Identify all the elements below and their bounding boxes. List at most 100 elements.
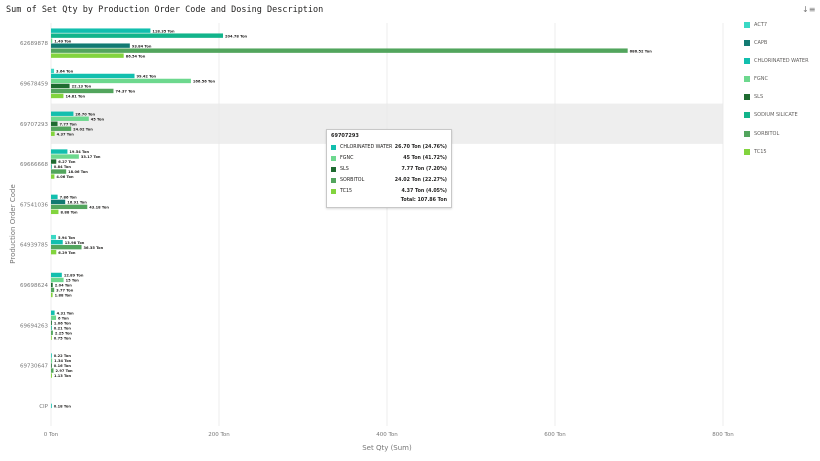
bar — [51, 93, 64, 99]
legend-swatch — [744, 39, 750, 46]
bar — [51, 199, 66, 205]
legend-item[interactable]: ACT7 — [744, 20, 809, 29]
data-label: 118.35 Ton — [152, 29, 175, 33]
legend-swatch — [744, 21, 750, 28]
legend-item[interactable]: TC15 — [744, 147, 809, 156]
bar — [51, 249, 57, 255]
bar — [51, 149, 68, 154]
data-label: 4.37 Ton — [57, 132, 75, 136]
legend-item[interactable]: SLS — [744, 93, 809, 102]
legend-label: CAPB — [754, 39, 768, 46]
data-label: 0.16 Ton — [54, 364, 72, 368]
legend-label: SLS — [754, 94, 764, 101]
bar — [51, 282, 53, 288]
bar — [51, 169, 67, 174]
legend-swatch — [744, 76, 750, 83]
bar — [51, 154, 79, 159]
legend-item[interactable]: SODIUM SILICATE — [744, 111, 809, 120]
bar — [51, 315, 57, 320]
data-label: 1.88 Ton — [55, 294, 73, 298]
data-label: 0.75 Ton — [54, 336, 72, 340]
data-label: 36.35 Ton — [84, 246, 104, 250]
legend-swatch — [744, 130, 750, 137]
tooltip-series-name: SORBITOL — [340, 178, 365, 183]
legend-item[interactable]: SORBITOL — [744, 129, 809, 138]
y-tick-label: 62689878 — [20, 41, 48, 47]
data-label: 14.81 Ton — [65, 95, 85, 99]
y-tick-label: 69730647 — [20, 364, 48, 370]
bar — [51, 48, 628, 53]
bar — [51, 244, 82, 250]
legend-item[interactable]: CHLORINATED WATER — [744, 56, 809, 65]
bar — [51, 363, 52, 368]
data-label: 4.31 Ton — [57, 311, 75, 315]
bar — [51, 38, 53, 43]
bar — [51, 292, 53, 298]
bar — [51, 126, 72, 131]
data-label: 3.77 Ton — [56, 289, 74, 293]
bar — [51, 310, 55, 315]
bar — [51, 335, 52, 340]
x-axis-title: Set Qty (Sum) — [362, 444, 412, 452]
data-label: 0.21 Ton — [54, 326, 72, 330]
data-label: 7.77 Ton — [60, 122, 78, 126]
data-label: 6 Ton — [58, 316, 69, 320]
tooltip-series-name: SLS — [340, 167, 349, 172]
y-tick-label: 64939785 — [20, 243, 48, 249]
data-label: 5.94 Ton — [58, 236, 76, 240]
data-label: 3.64 Ton — [56, 70, 74, 74]
legend-label: FGNC — [754, 76, 768, 83]
bar — [51, 131, 55, 136]
tooltip-total: Total: 107.86 Ton — [400, 198, 447, 203]
bar — [51, 325, 52, 330]
tooltip-swatch — [331, 167, 336, 172]
bar — [51, 43, 130, 48]
tooltip-rows: CHLORINATED WATER 26.70 Ton (24.76%) FGNC 4… — [331, 142, 447, 197]
x-tick-label: 0 Ton — [44, 432, 59, 438]
bar — [51, 111, 74, 116]
data-label: 74.37 Ton — [115, 90, 135, 94]
bar — [51, 88, 114, 94]
data-label: 166.56 Ton — [193, 80, 216, 84]
tooltip-series-value: 26.70 Ton (24.76%) — [394, 145, 447, 150]
data-label: 1.13 Ton — [54, 374, 72, 378]
tooltip-swatch — [331, 156, 336, 161]
tooltip-series-value: 24.02 Ton (22.27%) — [394, 178, 447, 183]
bar — [51, 28, 151, 33]
legend: ACT7 CAPB CHLORINATED WATER FGNC SLS SODIUM S… — [744, 20, 809, 166]
bar — [51, 68, 55, 74]
y-tick-label: 69694263 — [20, 323, 48, 329]
tooltip-series-value: 7.77 Ton (7.20%) — [401, 167, 447, 172]
sort-icon[interactable]: ↓≡ — [802, 5, 816, 14]
legend-item[interactable]: CAPB — [744, 38, 809, 47]
tooltip-swatch — [331, 178, 336, 183]
y-tick-label: 69698624 — [20, 283, 48, 289]
data-label: 13.98 Ton — [65, 241, 85, 245]
bar — [51, 116, 89, 121]
data-label: 26.70 Ton — [75, 112, 95, 116]
data-label: 686.52 Ton — [630, 49, 653, 53]
x-tick-label: 400 Ton — [376, 432, 398, 438]
y-axis-title: Production Order Code — [9, 184, 17, 264]
bar — [51, 121, 58, 126]
tooltip-swatch — [331, 189, 336, 194]
legend-swatch — [744, 112, 750, 119]
tooltip-row: FGNC 45 Ton (41.72%) — [331, 153, 447, 164]
tooltip-series-name: FGNC — [340, 156, 354, 161]
legend-label: CHLORINATED WATER — [754, 57, 809, 64]
tooltip: 69707293 CHLORINATED WATER 26.70 Ton (24.… — [326, 129, 452, 208]
bar — [51, 164, 52, 169]
data-label: 24.02 Ton — [73, 127, 93, 131]
tooltip-title: 69707293 — [331, 133, 359, 139]
legend-label: SORBITOL — [754, 130, 780, 137]
x-tick-label: 200 Ton — [208, 432, 230, 438]
bar — [51, 53, 124, 58]
data-label: 15 Ton — [66, 279, 80, 283]
bar — [51, 353, 52, 358]
data-label: 86.54 Ton — [126, 54, 146, 58]
legend-item[interactable]: FGNC — [744, 75, 809, 84]
bar — [51, 204, 88, 210]
tooltip-row: SLS 7.77 Ton (7.20%) — [331, 164, 447, 175]
bar — [51, 373, 52, 378]
